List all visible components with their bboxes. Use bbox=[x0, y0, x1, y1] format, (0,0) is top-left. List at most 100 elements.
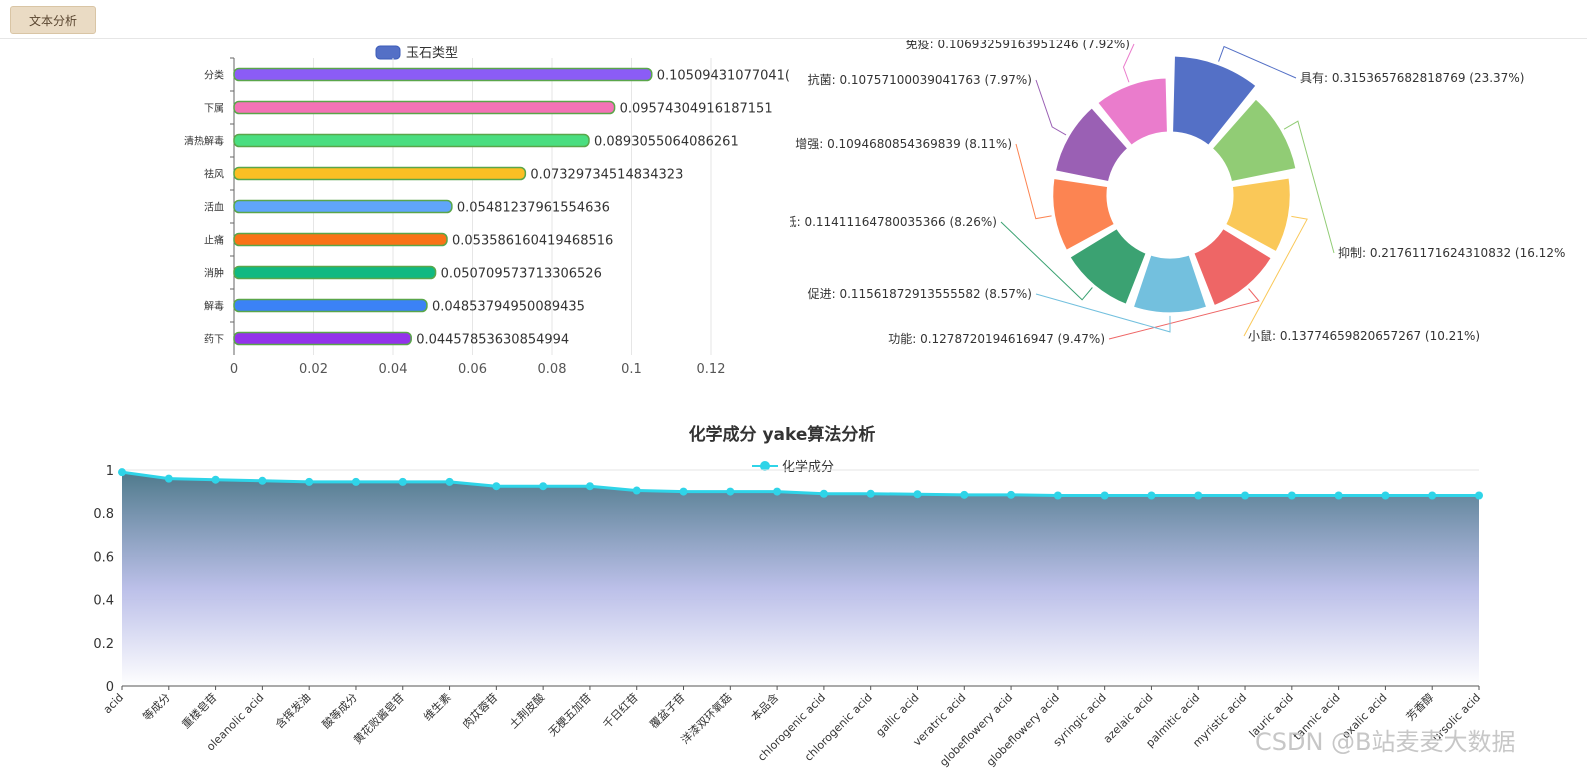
bar-chart-panel: 玉石类型 0 0.02 0.04 0.06 0.08 0.1 0.12 分类 0.10509431… bbox=[150, 40, 790, 385]
pie-slice bbox=[1130, 252, 1210, 316]
bar-value-label: 0.10509431077041( bbox=[657, 69, 790, 84]
y-category-label: 分类 bbox=[204, 69, 224, 82]
bar-value-label: 0.050709573713306526 bbox=[441, 267, 602, 282]
x-tick-label: 0.04 bbox=[379, 362, 408, 377]
data-point bbox=[492, 482, 501, 491]
data-point bbox=[819, 489, 828, 498]
pie-label-line bbox=[1035, 293, 1171, 333]
x-tick-label: 0.06 bbox=[458, 362, 487, 377]
data-point bbox=[1147, 491, 1156, 500]
data-point bbox=[211, 475, 220, 484]
y-tick-label: 1 bbox=[106, 464, 114, 479]
pie-slice bbox=[1094, 75, 1170, 149]
y-tick-label: 0.4 bbox=[93, 594, 114, 609]
bar bbox=[233, 298, 428, 313]
pie-label-line bbox=[1108, 288, 1260, 340]
bar bbox=[233, 67, 653, 82]
data-point bbox=[118, 468, 126, 477]
data-point bbox=[398, 477, 407, 486]
y-category-label: 消肿 bbox=[204, 267, 224, 280]
bar bbox=[233, 100, 616, 115]
line-chart-title: 化学成分 yake算法分析 bbox=[689, 424, 876, 445]
data-point bbox=[913, 490, 922, 499]
pie-slice bbox=[1052, 104, 1131, 185]
line-chart-panel: 化学成分 yake算法分析 化学成分 1 0.8 0.6 0.4 0.2 0 acid 等成分 重楼… bbox=[60, 410, 1580, 772]
x-category-label: 酸等成分 bbox=[319, 690, 360, 731]
x-category-label: 重楼皂苷 bbox=[179, 690, 220, 731]
y-tick-label: 0 bbox=[106, 680, 114, 695]
x-tick-label: 0.1 bbox=[621, 362, 642, 377]
data-point bbox=[1241, 491, 1250, 500]
y-tick-label: 0.6 bbox=[93, 550, 114, 565]
pie-slice bbox=[1050, 175, 1118, 254]
pie-label: 免疫: 0.10693259163951246 (7.92%) bbox=[906, 40, 1130, 51]
legend-swatch bbox=[375, 45, 401, 60]
x-category-label: 本品含 bbox=[748, 690, 781, 723]
pie-label: 抗菌: 0.10757100039041763 (7.97%) bbox=[808, 72, 1032, 87]
pie-chart: 具有: 0.3153657682818769 (23.37%) 抑制: 0.217… bbox=[785, 36, 1566, 346]
x-category-label: 无梗五加苷 bbox=[545, 690, 594, 739]
y-tick-label: 0.2 bbox=[93, 637, 114, 652]
pie-slice bbox=[1209, 96, 1299, 185]
data-point bbox=[1475, 491, 1483, 500]
pie-label: 具有: 0.3153657682818769 (23.37%) bbox=[1300, 71, 1524, 85]
data-point bbox=[1287, 491, 1296, 500]
pie-chart-panel: 具有: 0.3153657682818769 (23.37%) 抑制: 0.217… bbox=[785, 36, 1580, 370]
pie-label: 增强: 0.1094680854369839 (8.11%) bbox=[795, 137, 1012, 151]
y-category-label: 祛风 bbox=[204, 168, 224, 181]
x-category-label: 千日红苷 bbox=[600, 690, 641, 731]
bar bbox=[233, 331, 412, 346]
bar-value-label: 0.04457853630854994 bbox=[416, 333, 569, 348]
data-point bbox=[960, 490, 969, 499]
bar-value-label: 0.04853794950089435 bbox=[432, 300, 585, 315]
pie-label: 抑制: 0.21761171624310832 (16.12% bbox=[1338, 245, 1565, 260]
data-point bbox=[1334, 491, 1343, 500]
bar-chart: 玉石类型 0 0.02 0.04 0.06 0.08 0.1 0.12 分类 0.10509431… bbox=[184, 45, 790, 377]
y-category-label: 清热解毒 bbox=[184, 135, 224, 148]
x-category-label: 等成分 bbox=[140, 690, 173, 723]
data-point bbox=[258, 476, 267, 485]
bar bbox=[233, 199, 453, 214]
pie-label: 低: 0.11411164780035366 (8.26%) bbox=[790, 215, 997, 229]
x-tick-label: 0.08 bbox=[538, 362, 567, 377]
pie-label: 小鼠: 0.13774659820657267 (10.21%) bbox=[1248, 329, 1480, 343]
x-category-label: 维生素 bbox=[420, 690, 453, 723]
x-category-label: 洋漆双环氧菇 bbox=[678, 690, 735, 747]
data-point bbox=[726, 487, 735, 496]
pie-slice bbox=[1191, 225, 1275, 309]
y-category-label: 活血 bbox=[204, 201, 224, 214]
x-category-label: 覆盆子苷 bbox=[647, 690, 688, 731]
bar bbox=[233, 166, 527, 181]
series-line bbox=[121, 470, 1479, 497]
bar-value-label: 0.09574304916187151 bbox=[620, 102, 773, 117]
x-tick-label: 0.12 bbox=[697, 362, 726, 377]
data-point bbox=[539, 482, 548, 491]
pie-label: 促进: 0.11561872913555582 (8.57%) bbox=[808, 287, 1032, 301]
data-point bbox=[1428, 491, 1437, 500]
bar-value-label: 0.07329734514834323 bbox=[530, 168, 683, 183]
pie-label-line bbox=[1015, 143, 1052, 220]
y-category-label: 药下 bbox=[204, 334, 224, 346]
x-tick-label: 0.02 bbox=[299, 362, 328, 377]
pie-label-line bbox=[1000, 221, 1093, 301]
data-point bbox=[632, 486, 641, 495]
data-point bbox=[1053, 491, 1062, 500]
x-tick-label: 0 bbox=[230, 362, 238, 377]
x-category-label: 土荆皮酸 bbox=[506, 690, 547, 731]
tab-text-analysis[interactable]: 文本分析 bbox=[10, 6, 96, 34]
data-point bbox=[305, 477, 314, 486]
data-point bbox=[585, 482, 594, 491]
bar-value-label: 0.0893055064086261 bbox=[594, 135, 739, 150]
csdn-watermark: CSDN @B站麦麦大数据 bbox=[1255, 728, 1516, 756]
y-category-label: 止痛 bbox=[204, 234, 224, 247]
legend-dot bbox=[760, 461, 770, 471]
legend-label: 玉石类型 bbox=[406, 46, 458, 61]
bar bbox=[233, 232, 448, 247]
bar bbox=[233, 265, 437, 280]
pie-slice bbox=[1067, 225, 1149, 308]
top-bar: 文本分析 bbox=[0, 0, 1587, 39]
data-point bbox=[164, 474, 173, 483]
data-point bbox=[1007, 490, 1016, 499]
legend-label: 化学成分 bbox=[782, 459, 834, 475]
